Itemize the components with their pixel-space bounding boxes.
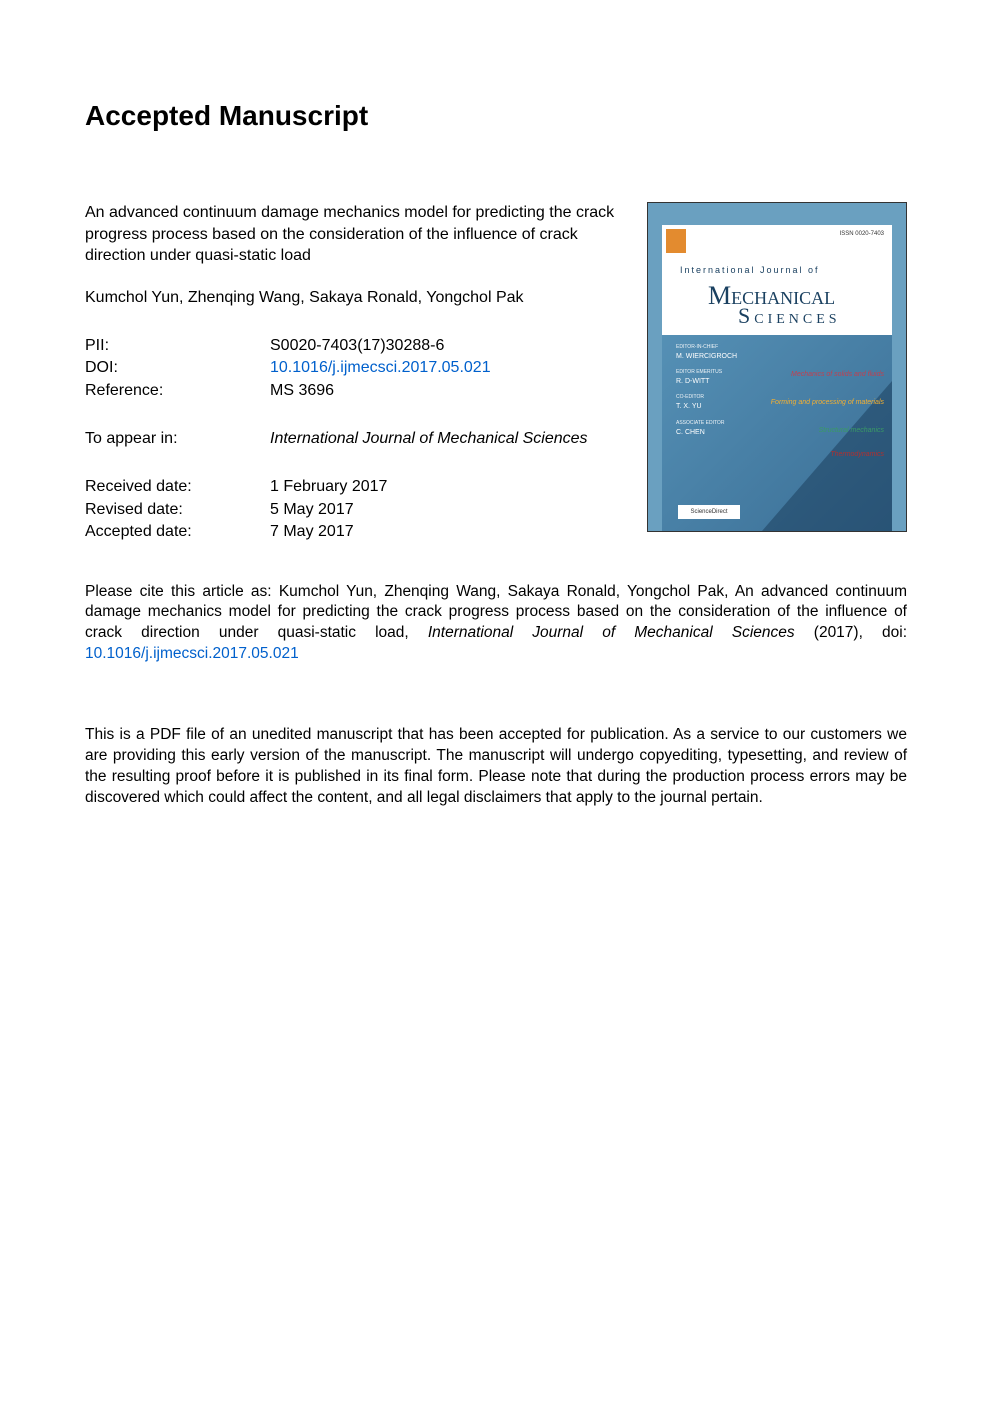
disclaimer-paragraph: This is a PDF file of an unedited manusc… (85, 725, 907, 809)
citation-year: (2017), doi: (795, 624, 907, 641)
appear-block: To appear in: International Journal of M… (85, 428, 617, 450)
appear-value: International Journal of Mechanical Scie… (270, 428, 617, 450)
appear-label: To appear in: (85, 428, 270, 450)
cover-sci-cap: S (738, 303, 754, 328)
appear-row: To appear in: International Journal of M… (85, 428, 617, 450)
ed-em-label: EDITOR EMERITUS (676, 368, 786, 376)
cover-sciences-title: SCIENCES (738, 303, 841, 329)
cover-topic-1: Mechanics of solids and fluids (791, 371, 884, 378)
pii-value: S0020-7403(17)30288-6 (270, 335, 617, 357)
received-value: 1 February 2017 (270, 476, 617, 498)
accepted-label: Accepted date: (85, 521, 270, 543)
dates-block: Received date: 1 February 2017 Revised d… (85, 476, 617, 543)
journal-cover: ISSN 0020-7403 International Journal of … (647, 202, 907, 532)
ed-chief-name: M. WIERCIGROCH (676, 351, 786, 362)
pii-row: PII: S0020-7403(17)30288-6 (85, 335, 617, 357)
page-heading: Accepted Manuscript (85, 100, 907, 132)
reference-value: MS 3696 (270, 380, 617, 402)
ed-assoc-name: C. CHEN (676, 427, 786, 438)
pii-label: PII: (85, 335, 270, 357)
citation-doi-link[interactable]: 10.1016/j.ijmecsci.2017.05.021 (85, 645, 299, 662)
reference-label: Reference: (85, 380, 270, 402)
reference-row: Reference: MS 3696 (85, 380, 617, 402)
cover-intl-label: International Journal of (680, 265, 820, 275)
received-row: Received date: 1 February 2017 (85, 476, 617, 498)
cover-issn: ISSN 0020-7403 (840, 231, 884, 237)
cover-mech-cap: M (708, 281, 731, 310)
revised-row: Revised date: 5 May 2017 (85, 499, 617, 521)
cover-topic-2: Forming and processing of materials (771, 399, 884, 406)
revised-value: 5 May 2017 (270, 499, 617, 521)
metadata-column: An advanced continuum damage mechanics m… (85, 202, 617, 574)
cover-topic-4: Thermodynamics (830, 451, 884, 458)
citation-journal: International Journal of Mechanical Scie… (428, 624, 795, 641)
cover-topic-3: Structural mechanics (819, 427, 884, 434)
ed-chief-label: EDITOR-IN-CHIEF (676, 343, 786, 351)
received-label: Received date: (85, 476, 270, 498)
accepted-value: 7 May 2017 (270, 521, 617, 543)
cover-editors: EDITOR-IN-CHIEF M. WIERCIGROCH EDITOR EM… (676, 343, 786, 444)
elsevier-tree-icon (666, 229, 686, 253)
ed-em-name: R. D-WITT (676, 376, 786, 387)
article-title: An advanced continuum damage mechanics m… (85, 202, 617, 267)
revised-label: Revised date: (85, 499, 270, 521)
doi-row: DOI: 10.1016/j.ijmecsci.2017.05.021 (85, 357, 617, 379)
authors: Kumchol Yun, Zhenqing Wang, Sakaya Ronal… (85, 289, 617, 307)
top-section: An advanced continuum damage mechanics m… (85, 202, 907, 574)
identifier-block: PII: S0020-7403(17)30288-6 DOI: 10.1016/… (85, 335, 617, 402)
citation-paragraph: Please cite this article as: Kumchol Yun… (85, 582, 907, 666)
doi-link[interactable]: 10.1016/j.ijmecsci.2017.05.021 (270, 357, 617, 379)
ed-assoc-label: ASSOCIATE EDITOR (676, 419, 786, 427)
ed-co-name: T. X. YU (676, 401, 786, 412)
doi-label: DOI: (85, 357, 270, 379)
ed-co-label: CO-EDITOR (676, 393, 786, 401)
cover-sci-rest: CIENCES (754, 312, 840, 327)
accepted-row: Accepted date: 7 May 2017 (85, 521, 617, 543)
cover-sciencedirect-badge: ScienceDirect (678, 505, 740, 519)
